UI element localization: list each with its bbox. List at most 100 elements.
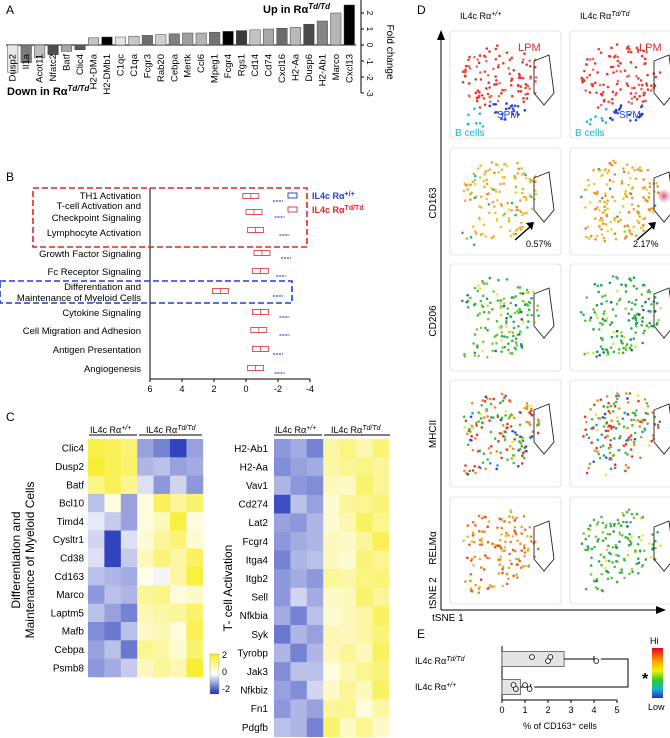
- b-category-label: Lymphocyte Activation: [47, 228, 141, 239]
- tsne-point: [476, 58, 479, 61]
- tsne-point: [467, 183, 470, 186]
- tsne-point: [492, 102, 495, 106]
- tsne-point: [628, 47, 631, 51]
- tsne-point: [635, 287, 639, 290]
- tsne-point: [530, 540, 533, 543]
- heatmap-right-gene-label: H2-Ab1: [234, 444, 268, 455]
- tsne-point: [604, 456, 608, 459]
- tsne-point: [528, 194, 532, 198]
- tsne-point: [499, 225, 503, 229]
- tsne-point: [593, 403, 596, 407]
- tsne-point: [606, 429, 610, 433]
- heatmap-right-title: T- cell Activation: [221, 545, 235, 632]
- tsne-point: [584, 206, 587, 209]
- tsne-point: [611, 561, 614, 564]
- heatmap-left-cell: [137, 530, 154, 550]
- tsne-point: [637, 212, 640, 216]
- tsne-point: [464, 419, 468, 423]
- tsne-point: [499, 203, 503, 206]
- tsne-point: [610, 419, 614, 422]
- tsne-point: [525, 97, 529, 100]
- tsne-point: [618, 407, 621, 410]
- tsne-point: [505, 316, 508, 320]
- tsne-point: [488, 104, 492, 108]
- tsne-point: [595, 522, 599, 526]
- heatmap-left-cell: [186, 603, 204, 623]
- tsne-point: [491, 308, 494, 311]
- tsne-point: [628, 113, 631, 117]
- tsne-point: [493, 406, 497, 409]
- tsne-point: [624, 307, 628, 310]
- heatmap-left-cell: [120, 622, 138, 641]
- tsne-point: [496, 464, 499, 467]
- tsne-point: [486, 458, 489, 461]
- tsne-point: [501, 88, 504, 92]
- tsne-point: [653, 310, 657, 313]
- tsne-point: [616, 416, 619, 419]
- heatmap-left-cell: [186, 640, 204, 659]
- tsne-point: [520, 462, 524, 465]
- heatmap-left-cell: [120, 548, 138, 568]
- tsne-point: [619, 61, 622, 65]
- tsne-point: [597, 537, 600, 541]
- heatmap-right-cell: [274, 439, 291, 458]
- tsne-point: [461, 231, 464, 235]
- tsne-point: [650, 324, 653, 328]
- tsne-point: [518, 447, 522, 451]
- heatmap-right-cell: [372, 494, 390, 514]
- heatmap-left-cell: [153, 530, 171, 550]
- tsne-point: [509, 445, 513, 449]
- tsne-point: [479, 78, 483, 81]
- tsne-point: [499, 401, 502, 405]
- tsne-point: [503, 438, 507, 442]
- tsne-point: [615, 559, 618, 563]
- tsne-point: [597, 328, 601, 331]
- tsne-point: [615, 43, 619, 46]
- tsne-point: [593, 311, 597, 314]
- tsne-point: [501, 175, 504, 179]
- tsne-point: [609, 467, 613, 471]
- tsne-point: [524, 291, 527, 294]
- tsne-point: [624, 345, 628, 349]
- tsne-point: [599, 553, 603, 557]
- tsne-point: [629, 542, 633, 546]
- tsne-point: [617, 220, 620, 223]
- tsne-point: [473, 351, 477, 355]
- e-point: [510, 682, 517, 688]
- down-label: Down in RαTd/Td: [7, 84, 90, 98]
- tsne-point: [525, 449, 528, 453]
- tsne-point: [479, 578, 483, 581]
- tsne-point: [503, 545, 507, 549]
- tsne-point: [523, 528, 527, 531]
- tsne-point: [529, 180, 532, 184]
- tsne-point: [580, 76, 584, 80]
- heatmap-right-cell: [323, 680, 340, 700]
- tsne-point: [655, 301, 659, 305]
- tsne-point: [620, 283, 623, 286]
- tsne-point: [626, 401, 630, 404]
- heatmap-left-cell: [170, 493, 187, 513]
- heatmap-right-cell: [323, 718, 340, 737]
- tsne-point: [471, 469, 475, 472]
- tsne-point: [509, 400, 512, 403]
- heatmap-left-cell: [153, 512, 171, 531]
- tsne-point: [524, 93, 527, 96]
- tsne-point: [464, 64, 468, 68]
- tsne-point: [653, 295, 657, 299]
- tsne-point: [592, 460, 596, 463]
- tsne-point: [604, 348, 608, 351]
- tsne-point: [478, 287, 482, 290]
- tsne-point: [521, 565, 525, 568]
- tsne-point: [599, 321, 602, 325]
- tsne-point: [611, 97, 614, 101]
- tsne-gate: [533, 403, 555, 455]
- tsne-point: [626, 84, 630, 88]
- tsne-point: [623, 69, 627, 73]
- tsne-point: [602, 98, 606, 102]
- tsne-point: [495, 341, 498, 345]
- tsne-point: [627, 171, 630, 175]
- tsne-point: [607, 544, 610, 548]
- tsne-point: [636, 50, 640, 54]
- tsne-point: [592, 168, 595, 172]
- heatmap-left-cell: [88, 493, 105, 513]
